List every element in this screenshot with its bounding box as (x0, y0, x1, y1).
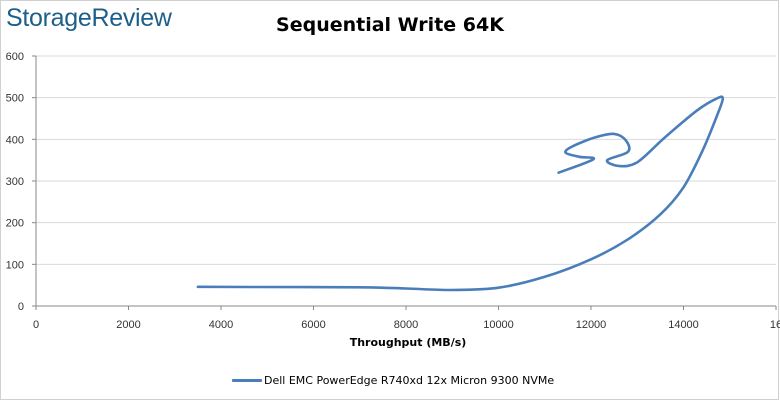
storagereview-logo: StorageReview (6, 4, 172, 32)
x-tick-label: 10000 (483, 319, 514, 331)
x-tick-label: 0 (33, 319, 39, 331)
x-tick-label: 8000 (394, 319, 418, 331)
series-layer (196, 95, 725, 292)
chart-title: Sequential Write 64K (276, 14, 504, 36)
y-tick-label: 300 (6, 176, 24, 188)
x-tick-label: 12000 (576, 319, 607, 331)
y-tick-label: 400 (6, 134, 24, 146)
gridlines (36, 55, 776, 265)
y-tick-label: 500 (6, 93, 24, 105)
y-tick-label: 200 (6, 218, 24, 230)
y-tick-label: 0 (18, 301, 24, 313)
y-tick-label: 100 (6, 259, 24, 271)
x-tick-label: 14000 (668, 319, 699, 331)
legend-label: Dell EMC PowerEdge R740xd 12x Micron 930… (264, 373, 555, 387)
axes (32, 55, 777, 310)
x-tick-label: 4000 (209, 319, 233, 331)
x-axis-ticks: 0 2000 4000 6000 8000 10000 12000 14000 16 (33, 319, 780, 331)
x-tick-label: 2000 (116, 319, 140, 331)
x-tick-label: 16 (770, 319, 780, 331)
y-tick-label: 600 (6, 51, 24, 63)
series-line-0 (196, 95, 725, 292)
legend-swatch (232, 378, 262, 382)
x-tick-label: 6000 (301, 319, 325, 331)
x-axis-label: Throughput (MB/s) (350, 336, 467, 349)
y-axis-ticks: 0 100 200 300 400 500 600 (6, 51, 24, 313)
legend: Dell EMC PowerEdge R740xd 12x Micron 930… (232, 372, 554, 388)
